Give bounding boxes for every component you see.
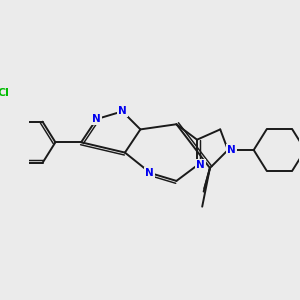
Text: N: N — [145, 168, 154, 178]
Text: N: N — [227, 145, 236, 155]
Text: N: N — [196, 160, 205, 170]
Text: N: N — [92, 114, 101, 124]
Text: N: N — [118, 106, 127, 116]
Text: Cl: Cl — [0, 88, 10, 98]
